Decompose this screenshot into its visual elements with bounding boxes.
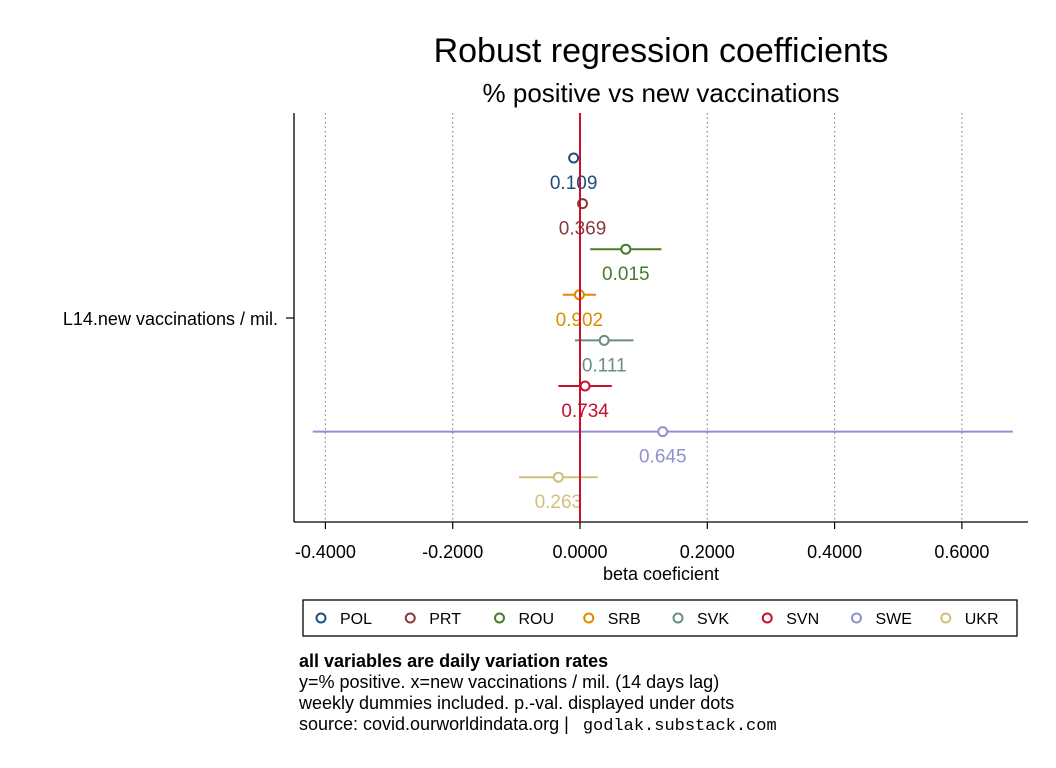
coefficient-plot: Robust regression coefficients % positive…: [63, 32, 1028, 637]
note-line-2: y=% positive. x=new vaccinations / mil. …: [299, 672, 720, 692]
legend-label-ukr: UKR: [965, 611, 999, 628]
note-line-4: source: covid.ourworldindata.org | godlak…: [299, 714, 777, 737]
chart-title: Robust regression coefficients: [434, 32, 889, 70]
point-ukr: [552, 471, 564, 483]
legend-marker-swe: [851, 612, 862, 624]
pvalue-label-svn: 0.734: [561, 401, 609, 422]
point-swe: [657, 426, 669, 438]
legend-marker-srb: [583, 612, 595, 624]
point-rou: [620, 243, 632, 255]
legend-marker-svk: [672, 612, 684, 624]
legend-label-rou: ROU: [519, 611, 555, 628]
x-tick-label: 0.2000: [680, 542, 735, 562]
x-tick-label: 0.6000: [934, 542, 989, 562]
legend-marker-svn: [761, 612, 773, 624]
credit-link[interactable]: godlak.substack.com: [582, 717, 777, 736]
legend-label-pol: POL: [340, 611, 372, 628]
point-svk: [598, 334, 610, 346]
x-tick-label: -0.4000: [295, 542, 356, 562]
pvalue-label-prt: 0.369: [559, 219, 607, 240]
y-axis-label: L14.new vaccinations / mil.: [63, 309, 278, 329]
pvalue-label-svk: 0.111: [582, 355, 627, 376]
legend-label-swe: SWE: [876, 611, 912, 628]
x-tick-label: -0.2000: [422, 542, 483, 562]
note-line-1: all variables are daily variation rates: [299, 651, 609, 671]
legend-label-prt: PRT: [429, 611, 461, 628]
source-text: source: covid.ourworldindata.org |: [299, 714, 569, 734]
point-svn: [579, 380, 591, 392]
legend-marker-prt: [404, 612, 416, 624]
x-tick-label: 0.0000: [552, 542, 607, 562]
legend-marker-pol: [315, 612, 327, 624]
legend-box: [302, 599, 1018, 637]
pvalue-label-rou: 0.015: [602, 264, 650, 285]
legend-label-svn: SVN: [786, 611, 819, 628]
x-axis-title: beta coeficient: [603, 564, 719, 584]
note-line-3: weekly dummies included. p.-val. display…: [299, 693, 735, 713]
footnotes: all variables are daily variation rates …: [299, 651, 777, 737]
pvalue-label-swe: 0.645: [639, 447, 687, 468]
pvalue-label-ukr: 0.263: [535, 492, 583, 513]
x-tick-label: 0.4000: [807, 542, 862, 562]
chart-subtitle: % positive vs new vaccinations: [483, 78, 840, 108]
legend-label-svk: SVK: [697, 611, 729, 628]
point-pol: [568, 152, 580, 164]
legend-marker-rou: [494, 612, 505, 624]
pvalue-label-pol: 0.109: [550, 173, 598, 194]
legend-marker-ukr: [940, 612, 952, 624]
legend-label-srb: SRB: [608, 611, 641, 628]
